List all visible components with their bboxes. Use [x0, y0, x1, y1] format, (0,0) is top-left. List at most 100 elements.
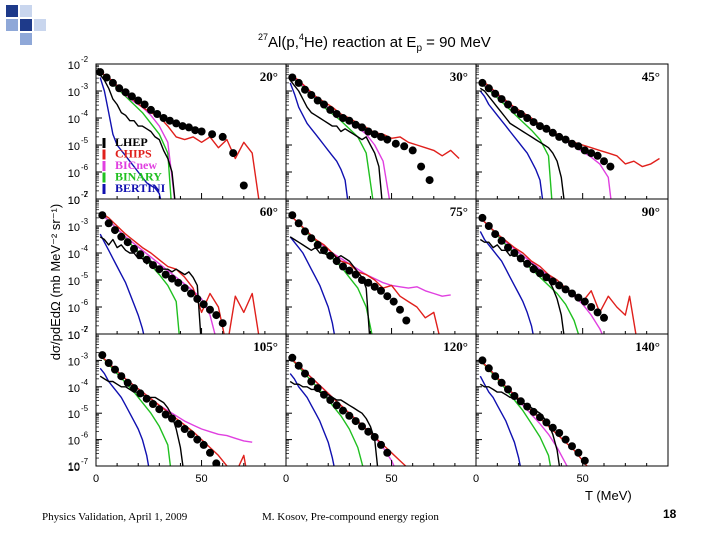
data-point [516, 254, 525, 263]
data-point [301, 85, 309, 94]
data-point [587, 303, 596, 311]
data-point [542, 273, 551, 282]
data-point [370, 282, 379, 291]
data-point [516, 110, 525, 118]
data-point [174, 419, 183, 428]
data-point [358, 422, 366, 431]
panel-frame [285, 198, 477, 335]
logo-square-1 [20, 5, 32, 17]
data-point [417, 162, 426, 171]
data-point [146, 105, 155, 114]
y-tick-label: 10-7 [68, 325, 89, 342]
chart-title: 27Al(p,4He) reaction at Ep = 90 MeV [258, 32, 491, 54]
data-point [206, 448, 214, 457]
series-line-bicnew [289, 75, 391, 199]
y-tick-label: 10-7 [68, 457, 89, 474]
x-tick-label: 50 [385, 473, 397, 485]
data-point [115, 84, 124, 93]
y-tick-label: 10-6 [68, 298, 89, 315]
y-tick-label: 10-5 [68, 404, 89, 421]
legend-item-bertini: BERTINI [115, 181, 166, 195]
panel-curves [288, 73, 460, 199]
data-point [536, 269, 544, 278]
y-tick-label: 10-6 [68, 163, 89, 180]
data-point [377, 440, 385, 449]
y-tick-base: 10 [68, 356, 80, 368]
data-point [155, 265, 164, 274]
data-point [400, 142, 409, 151]
y-tick-label: 10-3 [68, 82, 89, 99]
data-point [364, 127, 373, 136]
data-point [510, 105, 519, 114]
data-point [497, 378, 506, 387]
data-point [510, 249, 519, 257]
data-point [408, 146, 417, 155]
data-point [484, 84, 493, 93]
panel-6: 90° [475, 198, 669, 335]
data-point [288, 353, 297, 362]
data-point [168, 274, 176, 283]
data-point [593, 308, 602, 317]
data-point [561, 435, 570, 444]
data-point [142, 255, 151, 264]
data-point [529, 407, 538, 416]
data-point [332, 401, 341, 410]
data-point [165, 116, 174, 125]
panel-angle-label: 105° [253, 339, 278, 354]
y-tick-label: 10-4 [68, 244, 89, 261]
data-point [580, 297, 589, 306]
y-tick-base: 10 [68, 330, 80, 342]
y-tick-exponent: -2 [81, 325, 89, 334]
y-tick-exponent: -7 [81, 190, 89, 199]
legend-item-lhep: LHEP [115, 135, 148, 149]
data-point [199, 300, 208, 309]
y-tick-label: 10-2 [68, 190, 89, 207]
y-tick-exponent: -6 [81, 298, 89, 307]
y-tick-exponent: -4 [81, 378, 89, 387]
data-point [339, 114, 347, 122]
series-line-binary [289, 75, 374, 199]
logo-square-0 [6, 5, 18, 17]
logo-squares [6, 5, 46, 45]
y-tick-exponent: -7 [81, 457, 89, 466]
series-line-bertini [479, 375, 521, 466]
y-tick-label: 10-3 [68, 217, 89, 234]
x-tick-label: 0 [283, 473, 289, 485]
panel-8: 120° [285, 333, 477, 467]
data-point [127, 92, 136, 101]
y-tick-exponent: -4 [81, 244, 89, 253]
data-point [345, 116, 354, 125]
data-point [193, 435, 202, 444]
y-tick-exponent: -2 [81, 55, 89, 64]
y-tick-base: 10 [68, 141, 80, 153]
data-point [497, 95, 506, 104]
panel-angle-label: 60° [260, 204, 278, 219]
data-point [161, 270, 170, 279]
panel-angle-label: 120° [443, 339, 468, 354]
data-point [155, 405, 164, 414]
data-point [574, 293, 583, 302]
y-tick-base: 10 [68, 249, 80, 261]
y-tick-base: 10 [68, 195, 80, 207]
data-point [383, 292, 392, 301]
data-point [149, 400, 157, 408]
panel-7: 105° [95, 333, 287, 467]
series-line-lhep [99, 74, 176, 199]
series-line-chips [289, 214, 440, 334]
data-point [180, 284, 189, 293]
data-point [108, 78, 117, 87]
y-tick-base: 10 [68, 60, 80, 72]
data-point [142, 394, 151, 403]
data-point [351, 270, 360, 279]
data-point [402, 316, 411, 325]
data-point [332, 257, 341, 266]
data-point [542, 124, 551, 133]
data-point [153, 110, 162, 118]
series-line-bertini [289, 236, 336, 334]
data-point [497, 236, 506, 245]
y-tick-label: 10-5 [68, 136, 89, 153]
data-point [606, 162, 615, 171]
data-point [104, 359, 113, 367]
y-tick-label: 10-2 [68, 325, 89, 342]
